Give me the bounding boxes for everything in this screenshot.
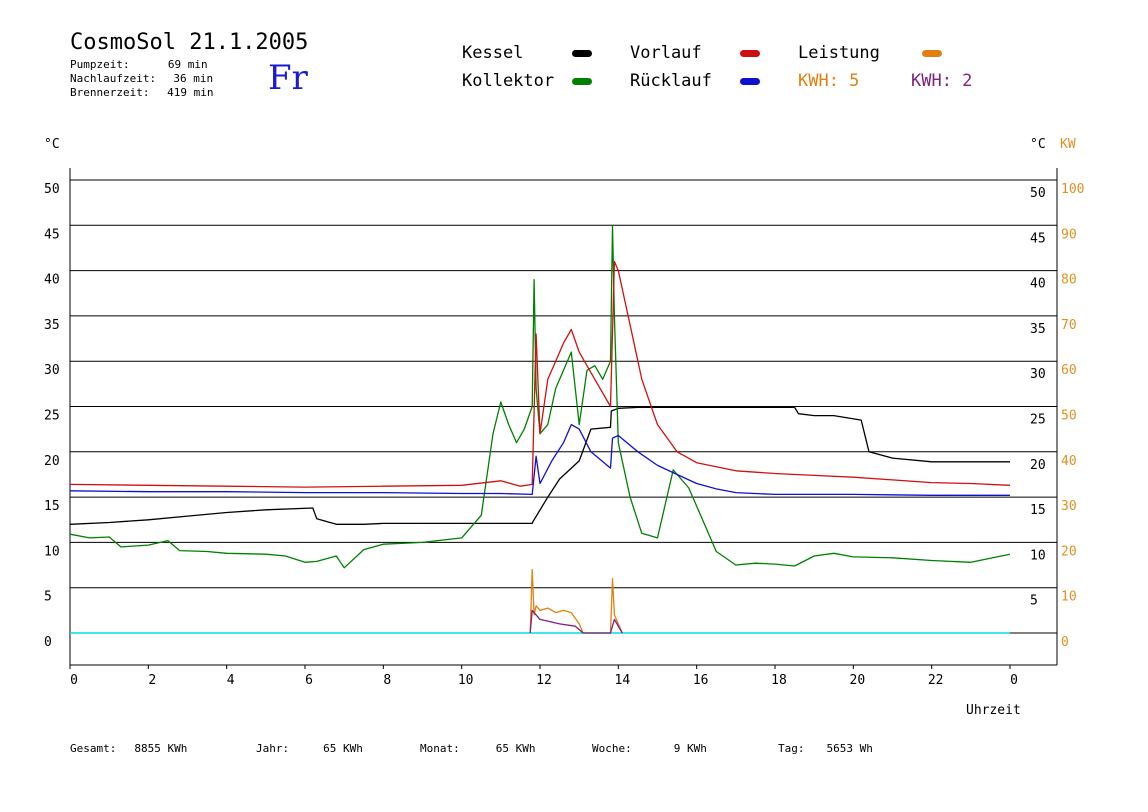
y-tick-label-left: 45	[44, 227, 60, 242]
legend-kessel: Kessel	[462, 43, 524, 63]
y-tick-label-right: 25	[1030, 413, 1046, 428]
series-line-rcklauf	[69, 423, 1010, 496]
kw-tick-label: 60	[1061, 363, 1077, 378]
footer-tag: Tag: 5653 Wh	[778, 742, 873, 755]
footer-value: 5653 Wh	[826, 742, 873, 755]
legend-leistung-swatch	[922, 50, 942, 57]
x-tick-label: 22	[928, 673, 944, 688]
y-tick-label-left: 20	[44, 454, 60, 469]
legend-kwh-leistung: KWH: 5	[798, 71, 860, 91]
y-tick-label-left: 30	[44, 363, 60, 378]
y-tick-label-right: 30	[1030, 367, 1046, 382]
kw-tick-label: 10	[1061, 590, 1077, 605]
x-tick-label: 2	[148, 673, 156, 688]
y-tick-label-right: 15	[1030, 503, 1046, 518]
footer-label: Monat:	[420, 742, 460, 755]
legend-kwh-kollektor: KWH: 2	[911, 71, 973, 91]
y-tick-label-right: 45	[1030, 231, 1046, 246]
kw-axis-unit: KW	[1060, 137, 1076, 152]
series-line-kollektor	[69, 224, 1011, 569]
footer-label: Woche:	[592, 742, 632, 755]
legend-ruecklauf: Rücklauf	[630, 71, 712, 91]
series-line-kwh	[529, 609, 623, 634]
y-tick-label-left: 5	[44, 590, 52, 605]
y-tick-label-left: 35	[44, 318, 60, 333]
footer-value: 9 KWh	[673, 742, 707, 755]
legend-kessel-swatch	[572, 50, 592, 57]
y-tick-label-left: 15	[44, 499, 60, 514]
kw-tick-label: 0	[1061, 635, 1069, 650]
series-line-leistung	[529, 568, 623, 634]
legend-vorlauf: Vorlauf	[630, 43, 702, 63]
y-tick-label-right: 40	[1030, 277, 1046, 292]
footer-label: Jahr:	[256, 742, 290, 755]
x-tick-label: 10	[458, 673, 474, 688]
stat-label: Brennerzeit:	[70, 86, 150, 99]
legend-kollektor: Kollektor	[462, 71, 555, 91]
stat-nachlaufzeit: Nachlaufzeit: 36 min	[70, 72, 213, 85]
stat-label: Nachlaufzeit:	[70, 72, 157, 85]
series-line-kessel	[69, 406, 1010, 525]
y-tick-label-left: 40	[44, 273, 60, 288]
weekday-label: Fr	[268, 58, 308, 98]
y-tick-label-right: 10	[1030, 548, 1046, 563]
x-tick-label: 12	[536, 673, 552, 688]
stat-value: 69 min	[167, 58, 208, 71]
legend-kollektor-swatch	[572, 78, 592, 85]
footer-woche: Woche: 9 KWh	[592, 742, 707, 755]
x-tick-label: 6	[305, 673, 313, 688]
x-tick-label: 16	[693, 673, 709, 688]
page-title: CosmoSol 21.1.2005	[70, 30, 309, 55]
stat-brennerzeit: Brennerzeit: 419 min	[70, 86, 213, 99]
kw-tick-label: 90	[1061, 227, 1077, 242]
y-tick-label-right: 20	[1030, 458, 1046, 473]
x-tick-label: 0	[1010, 673, 1018, 688]
stat-label: Pumpzeit:	[70, 58, 130, 71]
kw-tick-label: 100	[1061, 182, 1084, 197]
stat-value: 36 min	[173, 72, 214, 85]
x-axis-label: Uhrzeit	[966, 703, 1021, 718]
y-tick-label-left: 50	[44, 182, 60, 197]
legend-vorlauf-swatch	[740, 50, 760, 57]
y-tick-label-left: 0	[44, 635, 52, 650]
footer-value: 65 KWh	[495, 742, 536, 755]
footer-label: Gesamt:	[70, 742, 117, 755]
x-tick-label: 20	[850, 673, 866, 688]
footer-gesamt: Gesamt: 8855 KWh	[70, 742, 187, 755]
y-axis-unit-left: °C	[44, 137, 60, 152]
stat-pumpzeit: Pumpzeit: 69 min	[70, 58, 208, 71]
footer-monat: Monat: 65 KWh	[420, 742, 536, 755]
x-tick-label: 8	[383, 673, 391, 688]
x-tick-label: 4	[227, 673, 235, 688]
y-tick-label-left: 10	[44, 544, 60, 559]
y-tick-label-right: 50	[1030, 186, 1046, 201]
y-tick-label-left: 25	[44, 409, 60, 424]
kw-tick-label: 80	[1061, 273, 1077, 288]
kw-tick-label: 70	[1061, 318, 1077, 333]
x-tick-label: 18	[771, 673, 787, 688]
footer-value: 8855 KWh	[134, 742, 188, 755]
kw-tick-label: 50	[1061, 409, 1077, 424]
series-line-vorlauf	[69, 260, 1011, 488]
stat-value: 419 min	[167, 86, 214, 99]
legend-leistung: Leistung	[798, 43, 880, 63]
y-tick-label-right: 35	[1030, 322, 1046, 337]
y-tick-label-right: 5	[1030, 594, 1038, 609]
footer-jahr: Jahr: 65 KWh	[256, 742, 363, 755]
y-axis-unit-right: °C	[1030, 137, 1046, 152]
legend-ruecklauf-swatch	[740, 78, 760, 85]
x-tick-label: 14	[615, 673, 631, 688]
footer-value: 65 KWh	[323, 742, 363, 755]
x-tick-label: 0	[70, 673, 78, 688]
footer-label: Tag:	[778, 742, 805, 755]
kw-tick-label: 30	[1061, 499, 1077, 514]
temperature-chart: °C °C KW Uhrzeit 05101520253035404550510…	[44, 137, 1084, 718]
kw-tick-label: 40	[1061, 454, 1077, 469]
kw-tick-label: 20	[1061, 544, 1077, 559]
